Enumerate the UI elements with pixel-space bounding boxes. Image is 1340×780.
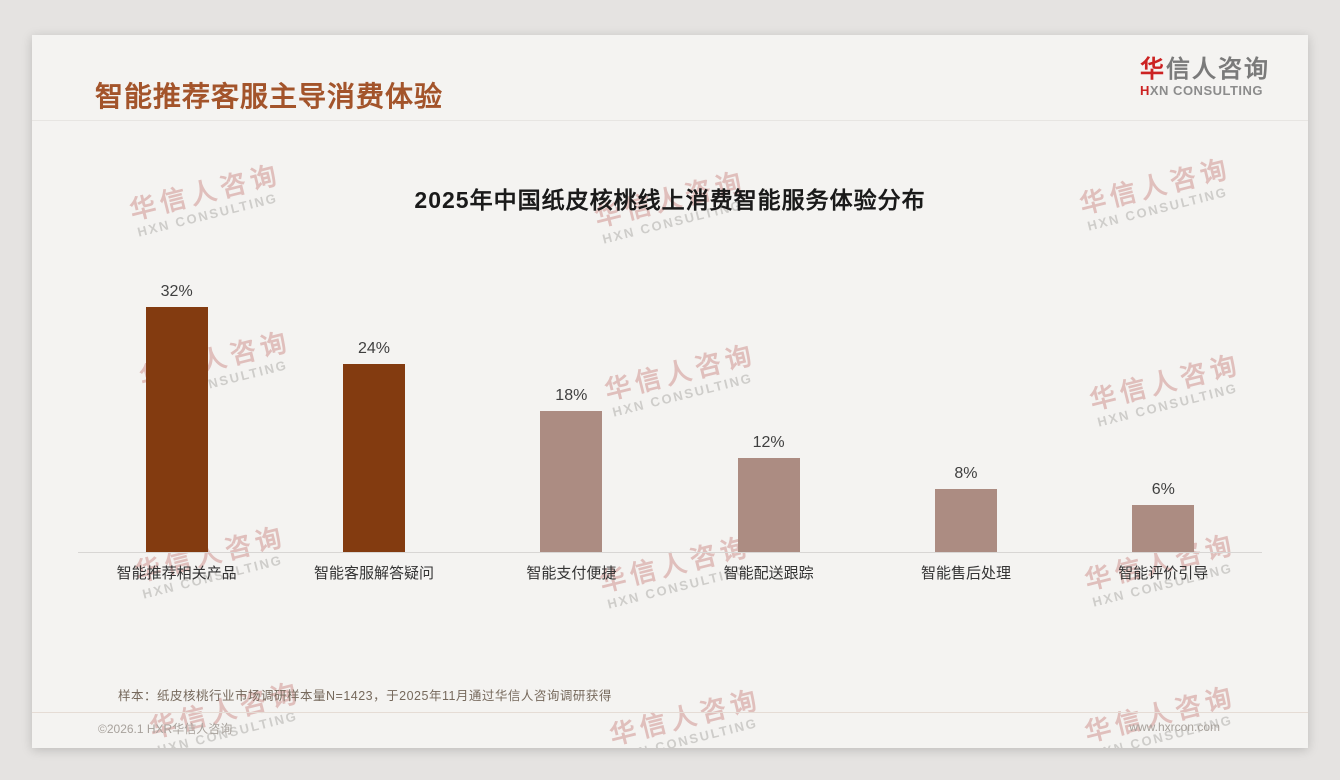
category-axis: 智能推荐相关产品 智能客服解答疑问 智能支付便捷 智能配送跟踪 智能售后处理 智…	[78, 563, 1262, 585]
brand-logo-chinese: 华信人咨询	[1140, 56, 1270, 83]
footer: ©2026.1 HXR华信人咨询 www.hxrcon.com	[98, 720, 1220, 737]
page-title: 智能推荐客服主导消费体验	[95, 81, 444, 112]
category-label: 智能推荐相关产品	[116, 565, 237, 582]
website-url: www.hxrcon.com	[1129, 720, 1220, 734]
watermark: 华信人咨询 HXN CONSULTING	[606, 683, 765, 748]
bar-group: 24%	[275, 283, 472, 552]
bar-value-label: 12%	[752, 434, 785, 451]
category-label: 智能配送跟踪	[723, 565, 814, 582]
bar	[540, 411, 603, 552]
bar-group: 8%	[867, 283, 1064, 552]
watermark: 华信人咨询 HXN CONSULTING	[1081, 680, 1240, 748]
bar	[737, 458, 800, 552]
footer-divider	[32, 712, 1308, 713]
brand-logo: 华信人咨询 HXN CONSULTING	[1140, 56, 1270, 99]
bar-value-label: 18%	[555, 387, 588, 404]
brand-logo-english: HXN CONSULTING	[1140, 83, 1264, 99]
category-label: 智能评价引导	[1118, 565, 1209, 582]
bar-value-label: 32%	[160, 283, 193, 300]
sample-note: 样本：纸皮核桃行业市场调研样本量N=1423，于2025年11月通过华信人咨询调…	[118, 689, 612, 703]
chart-title: 2025年中国纸皮核桃线上消费智能服务体验分布	[414, 187, 926, 213]
bar-value-label: 8%	[954, 465, 978, 482]
category-label: 智能客服解答疑问	[313, 565, 434, 582]
copyright-text: ©2026.1 HXR华信人咨询	[98, 722, 233, 736]
header-divider	[32, 120, 1308, 121]
bar	[342, 364, 405, 552]
bar	[934, 489, 997, 552]
bar-group: 32%	[78, 283, 275, 552]
bar-group: 6%	[1065, 283, 1262, 552]
bar	[1132, 505, 1195, 552]
bar-value-label: 24%	[357, 340, 390, 357]
category-label: 智能售后处理	[920, 565, 1011, 582]
bar-chart-plot-area: 32% 24% 18% 12% 8% 6%	[78, 283, 1262, 553]
bar-group: 18%	[473, 283, 670, 552]
bar-value-label: 6%	[1151, 481, 1175, 498]
bar-group: 12%	[670, 283, 867, 552]
bar	[145, 307, 208, 552]
category-label: 智能支付便捷	[526, 565, 617, 582]
report-card: 华信人咨询 HXN CONSULTING 华信人咨询 HXN CONSULTING …	[32, 35, 1308, 748]
